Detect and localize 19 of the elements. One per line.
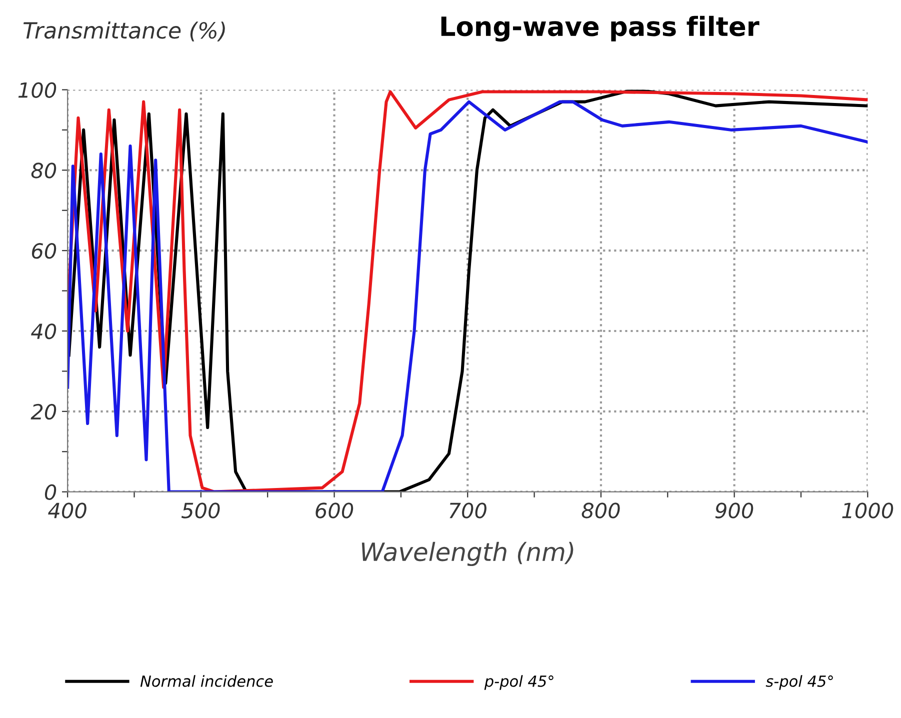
- x-tick-label: 700: [450, 502, 486, 518]
- y-tick-label: 20: [30, 404, 56, 420]
- y-tick-label: 40: [31, 323, 56, 340]
- x-axis-title: Wavelength (nm): [362, 542, 574, 566]
- x-tick-label: 500: [181, 502, 220, 518]
- y-tick-label: 0: [44, 484, 56, 500]
- x-tick-label: 1000: [842, 502, 894, 518]
- legend-label: s-pol 45°: [766, 675, 833, 690]
- x-tick-label: 400: [48, 502, 86, 518]
- x-tick-label: 800: [582, 502, 620, 518]
- x-tick-label: 900: [715, 502, 754, 518]
- legend-label: p-pol 45°: [484, 675, 554, 690]
- legend-label: Normal incidence: [140, 675, 273, 687]
- x-tick-label: 600: [316, 502, 354, 518]
- y-tick-label: 60: [32, 243, 56, 259]
- y-tick-label: 80: [31, 162, 56, 178]
- y-axis-title: Transmittance (%): [23, 22, 225, 42]
- y-tick-label: 100: [18, 82, 56, 98]
- chart-title: Long-wave pass filter: [441, 16, 760, 42]
